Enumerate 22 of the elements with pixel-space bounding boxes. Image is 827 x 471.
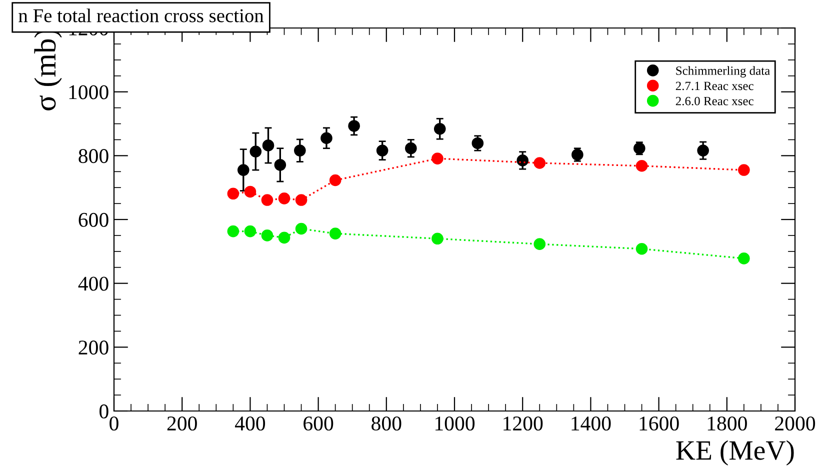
x-tick-label: 1800 bbox=[708, 416, 747, 431]
legend-label: 2.6.0 Reac xsec bbox=[676, 96, 754, 106]
x-tick-label: 1600 bbox=[640, 416, 679, 431]
y-tick-label: 600 bbox=[78, 212, 108, 227]
chart-title: n Fe total reaction cross section bbox=[18, 8, 264, 22]
x-tick-label: 2000 bbox=[775, 416, 816, 431]
y-tick-label: 200 bbox=[78, 340, 108, 355]
x-tick-label: 0 bbox=[110, 416, 118, 431]
y-tick-label: 1000 bbox=[69, 85, 108, 100]
legend-label: 2.7.1 Reac xsec bbox=[676, 82, 754, 90]
x-tick-label: 1200 bbox=[504, 416, 543, 431]
x-axis-title: KE (MeV) bbox=[676, 440, 794, 466]
legend-label: Schimmerling data bbox=[676, 66, 770, 78]
x-tick-label: 600 bbox=[304, 416, 334, 431]
x-tick-label: 400 bbox=[234, 416, 266, 431]
x-tick-label: 800 bbox=[372, 416, 402, 431]
x-tick-label: 1400 bbox=[572, 416, 611, 431]
y-tick-label: 400 bbox=[78, 276, 108, 291]
y-tick-label: 0 bbox=[100, 404, 108, 418]
y-tick-label: 800 bbox=[78, 149, 108, 164]
x-tick-label: 1000 bbox=[436, 416, 475, 431]
x-tick-label: 200 bbox=[167, 416, 197, 431]
